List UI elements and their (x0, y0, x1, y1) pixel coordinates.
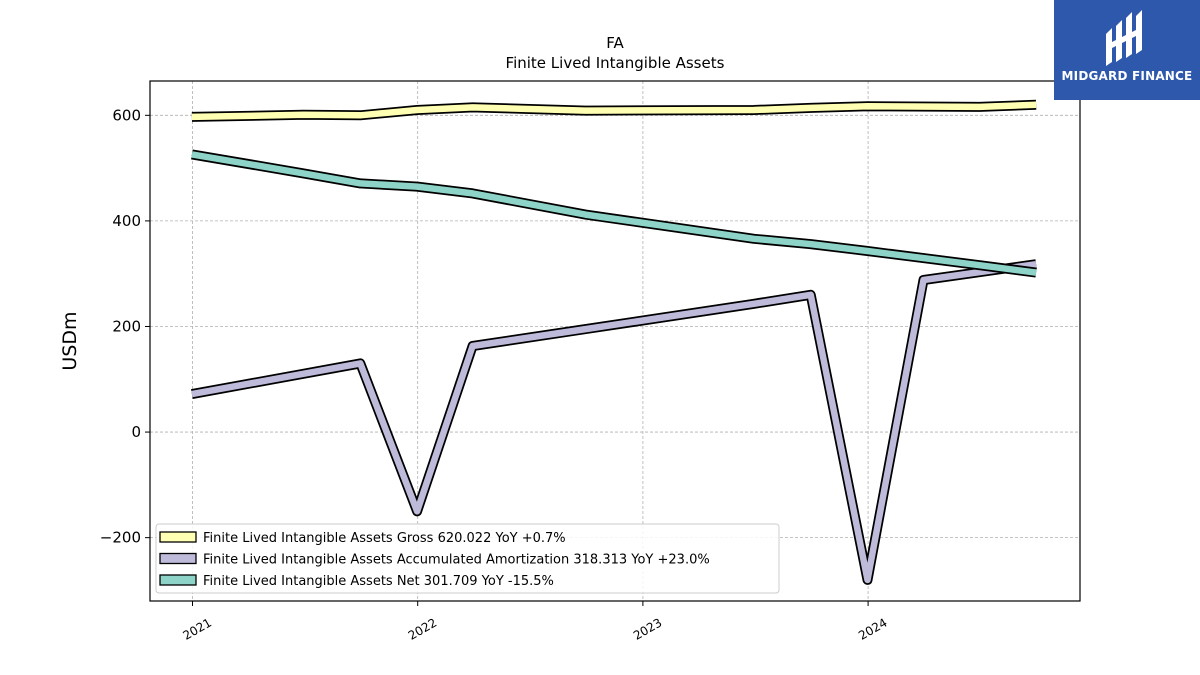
legend-entry: Finite Lived Intangible Assets Net 301.7… (203, 574, 554, 589)
midgard-logo-icon (1106, 10, 1142, 66)
y-tick-label: −200 (100, 529, 141, 547)
midgard-finance-logo: MIDGARD FINANCE (1054, 0, 1200, 100)
grid (150, 81, 1080, 601)
series-2 (191, 149, 1037, 278)
plot-frame (149, 80, 1081, 602)
x-tick-label: 2023 (631, 615, 664, 642)
y-tick-label: 400 (112, 212, 141, 230)
series-line (191, 101, 1037, 121)
legend-entry: Finite Lived Intangible Assets Gross 620… (203, 531, 566, 546)
legend-swatch (159, 574, 197, 586)
legend-swatch (159, 552, 197, 565)
x-tick-label: 2021 (181, 615, 214, 642)
y-tick-label: 0 (131, 423, 141, 441)
series-1 (191, 259, 1037, 585)
legend-entry: Finite Lived Intangible Assets Accumulat… (203, 553, 710, 568)
y-tick-label: 200 (112, 317, 141, 335)
series-line (191, 151, 1037, 276)
legend: Finite Lived Intangible Assets Gross 620… (155, 523, 780, 594)
y-axis-label: USDm (59, 311, 81, 370)
y-tick-label: 600 (112, 106, 141, 124)
legend-swatch (159, 531, 197, 543)
chart-subtitle: Finite Lived Intangible Assets (506, 54, 725, 72)
chart-title: FA (606, 34, 624, 52)
x-tick-label: 2022 (406, 615, 439, 642)
series-0 (191, 99, 1037, 122)
legend-box (155, 523, 780, 594)
series-line (191, 260, 1037, 584)
x-tick-label: 2024 (856, 615, 889, 642)
logo-text: MIDGARD FINANCE (1061, 69, 1193, 83)
